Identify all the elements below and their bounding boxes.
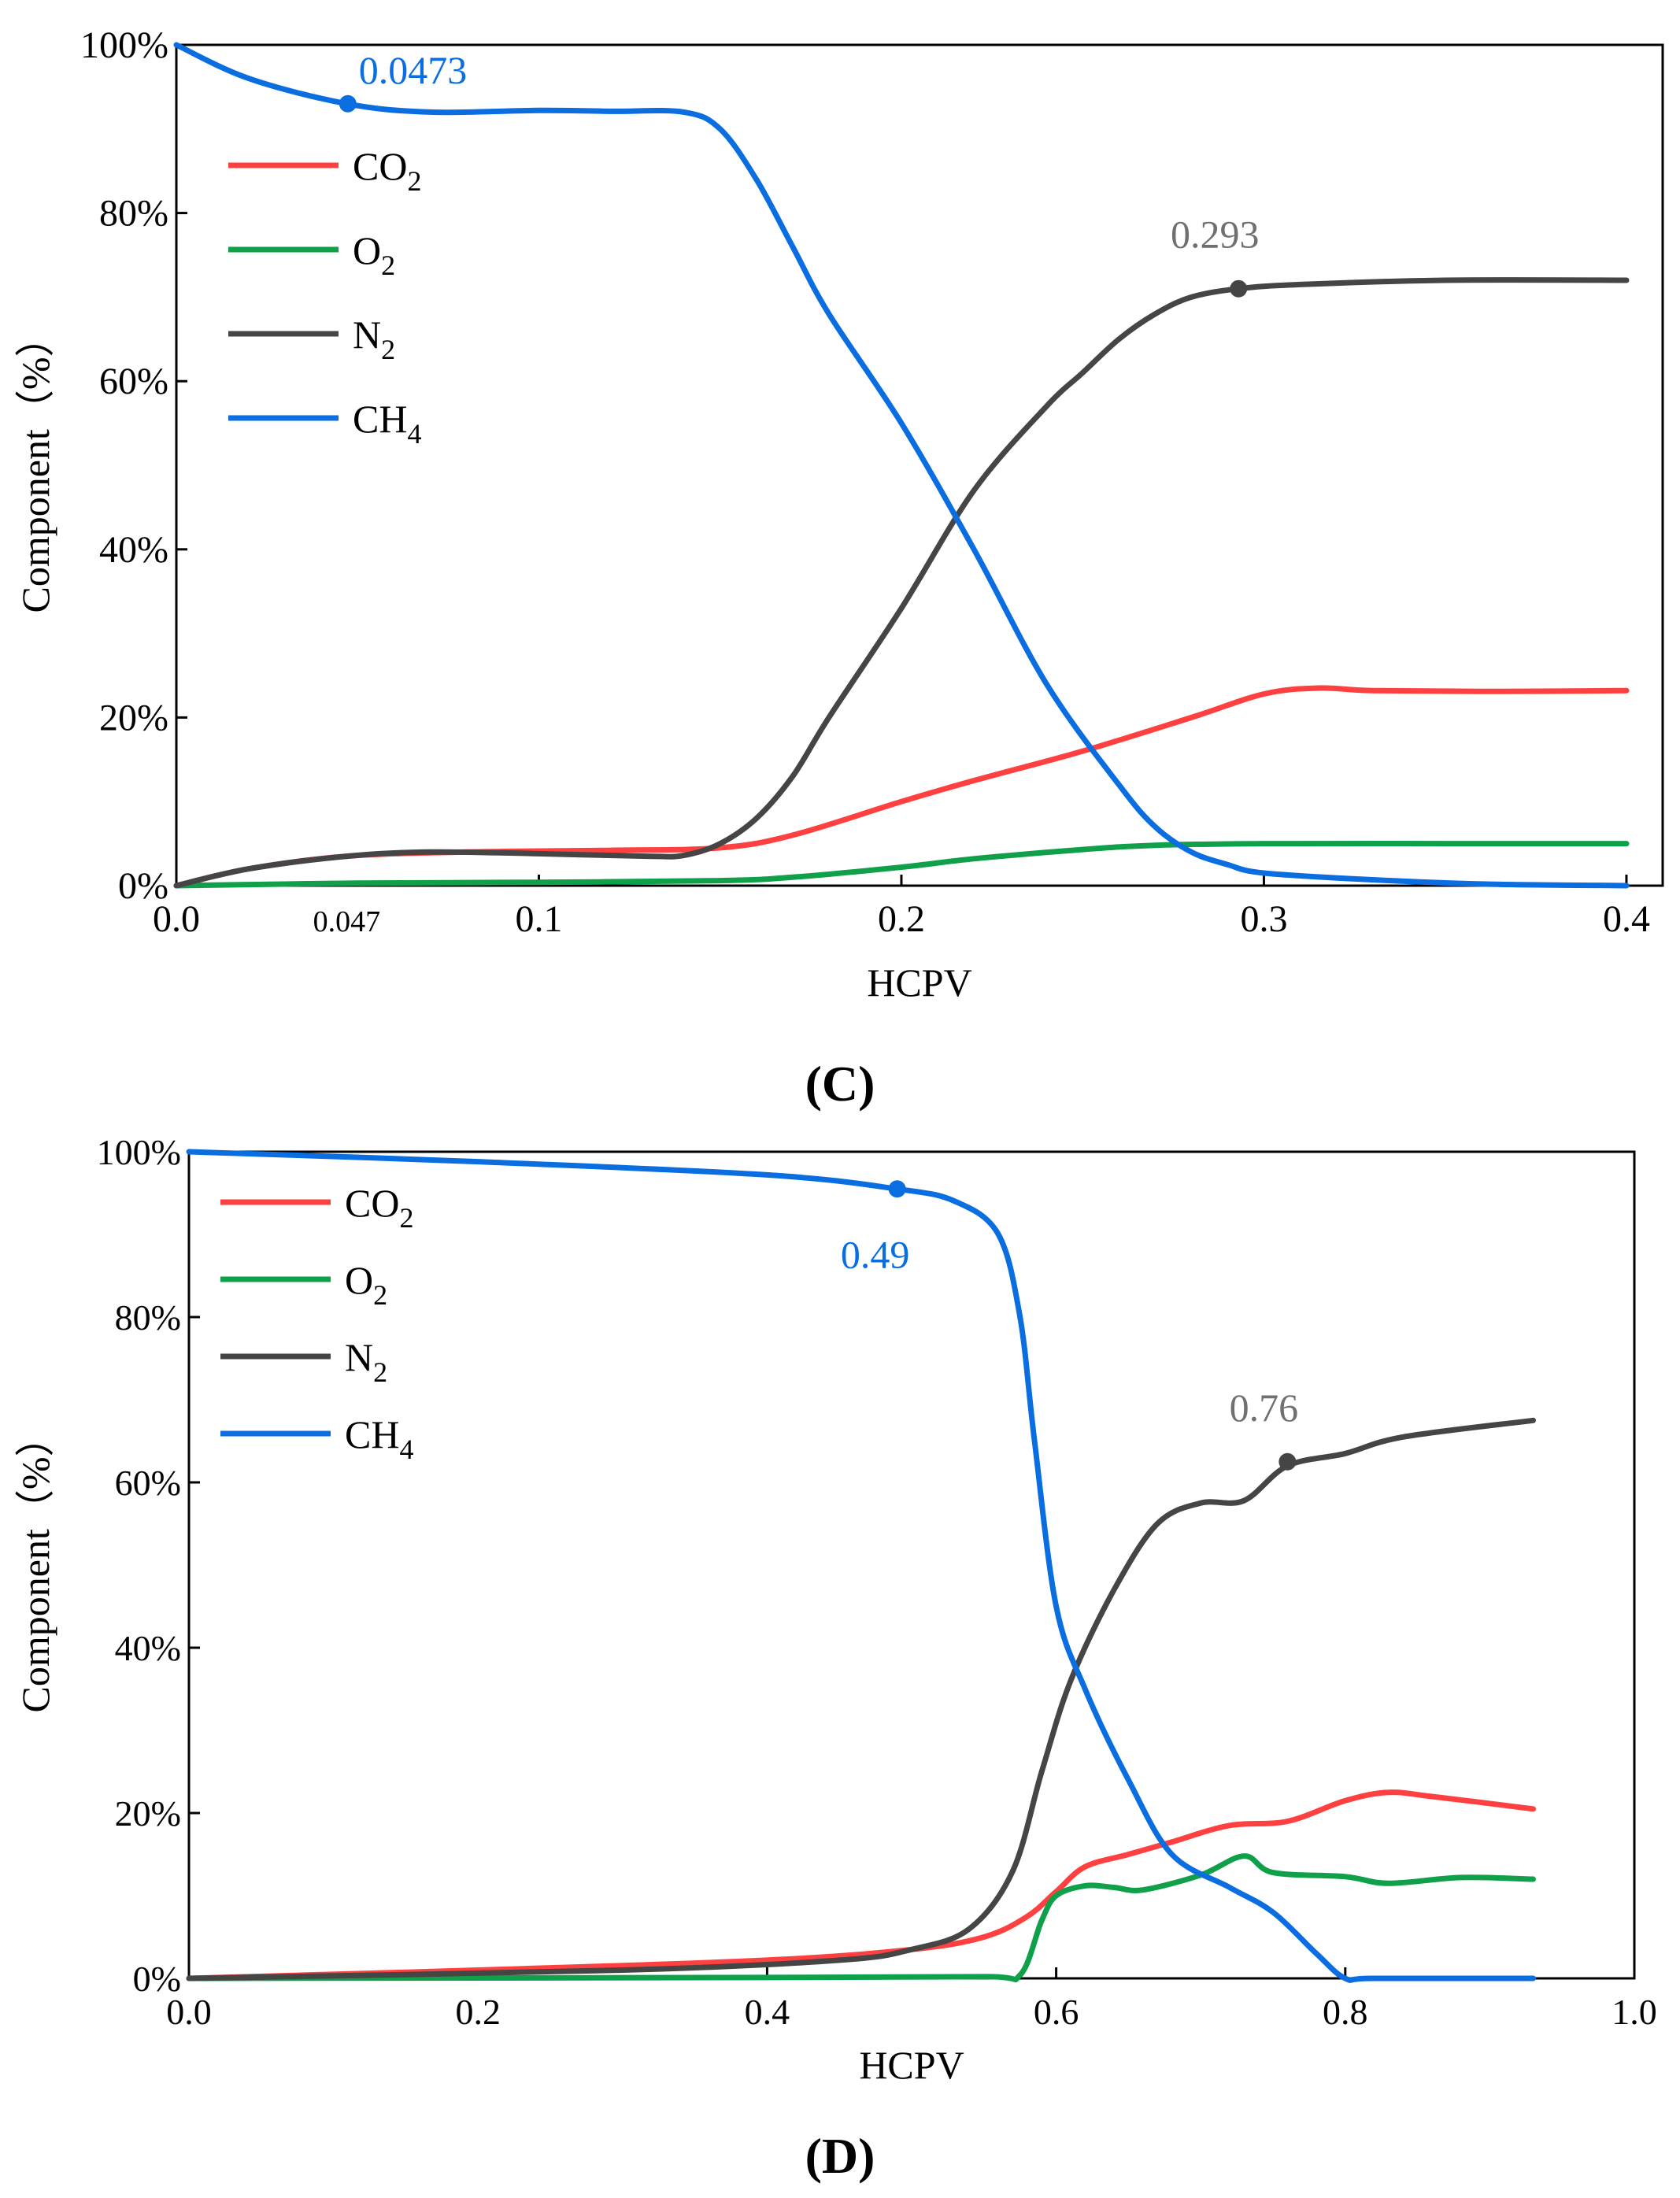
annotation-label-n2-d: 0.76	[1230, 1386, 1299, 1430]
legend-label-co2-d: CO2	[345, 1181, 413, 1234]
x-tick-label-d: 1.0	[1612, 1992, 1657, 2032]
legend-label-co2-c: CO2	[353, 144, 421, 197]
annotation-label-n2-c: 0.293	[1171, 213, 1260, 257]
legend-label-n2-c: N2	[353, 313, 395, 365]
y-tick-label-d: 40%	[115, 1628, 181, 1668]
series-line-co2-c	[173, 685, 1630, 889]
x-axis-label-d: HCPV	[859, 2043, 964, 2087]
y-tick-label-d: 60%	[115, 1463, 181, 1503]
annotation-marker-ch4-d	[888, 1180, 906, 1198]
series-line-o2-c	[173, 840, 1630, 889]
annotation-label-ch4-c: 0.0473	[359, 48, 468, 92]
y-tick-label-c: 0%	[118, 865, 168, 907]
legend-label-o2-c: O2	[353, 228, 395, 281]
series-line-n2-c	[173, 277, 1630, 889]
annotation-label-ch4-d: 0.49	[841, 1232, 910, 1276]
y-tick-label-d: 20%	[115, 1793, 181, 1834]
x-tick-label-d: 0.2	[455, 1992, 501, 2032]
y-tick-label-c: 60%	[99, 361, 168, 402]
panel-label-c: (C)	[805, 1056, 875, 1112]
annotation-marker-n2-d	[1279, 1452, 1297, 1471]
series-line-ch4-c	[173, 42, 1630, 889]
panel-label-d: (D)	[805, 2128, 875, 2184]
x-tick-label-c: 0.1	[515, 898, 562, 940]
x-tick-label-d: 0.6	[1034, 1992, 1079, 2032]
y-tick-label-c: 100%	[80, 24, 168, 66]
series-line-co2-d	[186, 1789, 1536, 1982]
y-tick-label-c: 20%	[99, 697, 168, 738]
chart-c: 0.0 0.1 0.2 0.3 0.4 0.047 0% 20% 40% 60% 80% 100% 0…	[13, 24, 1664, 1112]
y-tick-label-c: 80%	[99, 193, 168, 235]
y-axis-label-d: Component（%）	[13, 1418, 57, 1713]
annotation-marker-ch4-c	[339, 94, 357, 113]
plot-area-d	[187, 1150, 1636, 1980]
x-tick-label-d: 0.8	[1323, 1992, 1368, 2032]
y-tick-label-c: 40%	[99, 529, 168, 571]
series-line-o2-d	[186, 1853, 1536, 1982]
x-tick-label-c: 0.4	[1603, 898, 1650, 940]
y-axis-label-c: Component（%）	[13, 318, 57, 613]
x-axis-label-c: HCPV	[867, 960, 971, 1005]
plot-area-c	[175, 43, 1664, 887]
annotation-marker-n2-c	[1230, 279, 1248, 298]
legend-label-ch4-c: CH4	[353, 397, 421, 450]
legend-label-n2-d: N2	[345, 1335, 387, 1388]
x-tick-label-extra-c: 0.047	[313, 905, 381, 938]
y-tick-label-d: 0%	[133, 1959, 181, 1999]
x-tick-label-c: 0.3	[1240, 898, 1287, 940]
y-tick-label-d: 100%	[97, 1132, 181, 1172]
x-tick-label-c: 0.0	[153, 898, 200, 940]
legend-label-ch4-d: CH4	[345, 1412, 413, 1465]
series-line-n2-d	[186, 1417, 1536, 1982]
legend-label-o2-d: O2	[345, 1258, 387, 1311]
series-line-ch4-d	[186, 1149, 1536, 1983]
x-tick-label-d: 0.4	[745, 1992, 790, 2032]
y-tick-label-d: 80%	[115, 1297, 181, 1338]
x-tick-label-c: 0.2	[878, 898, 925, 940]
chart-d: 0.0 0.2 0.4 0.6 0.8 1.0 0% 20% 40% 60% 80% 100% 0.4…	[13, 1132, 1657, 2184]
x-tick-label-d: 0.0	[166, 1992, 212, 2032]
